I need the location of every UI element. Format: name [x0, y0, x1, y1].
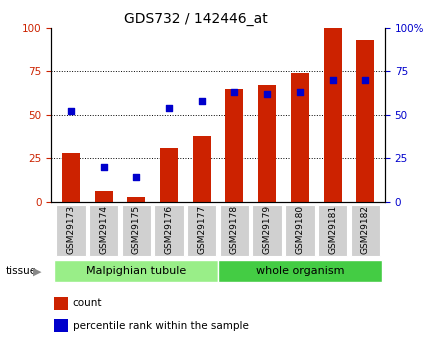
Bar: [89, 205, 118, 256]
Point: [100, 164, 107, 170]
Text: GSM29182: GSM29182: [361, 205, 370, 254]
Bar: [291, 73, 309, 202]
Bar: [356, 40, 374, 202]
Text: GSM29173: GSM29173: [66, 205, 75, 254]
Point: [231, 89, 238, 95]
Text: GSM29181: GSM29181: [328, 205, 337, 254]
Point: [133, 175, 140, 180]
Text: whole organism: whole organism: [255, 266, 344, 276]
Point: [166, 105, 173, 110]
Bar: [160, 148, 178, 202]
Text: GSM29179: GSM29179: [263, 205, 271, 254]
Text: ▶: ▶: [32, 266, 41, 276]
Bar: [94, 191, 113, 202]
Bar: [54, 297, 69, 310]
Bar: [324, 28, 342, 202]
Text: GSM29178: GSM29178: [230, 205, 239, 254]
Bar: [127, 197, 145, 202]
Bar: [318, 205, 347, 256]
Text: GSM29177: GSM29177: [197, 205, 206, 254]
Point: [362, 77, 369, 83]
Bar: [226, 89, 243, 202]
Text: GSM29176: GSM29176: [165, 205, 174, 254]
Bar: [121, 205, 151, 256]
Text: GSM29174: GSM29174: [99, 205, 108, 254]
Bar: [62, 153, 80, 202]
Bar: [218, 260, 382, 282]
Point: [263, 91, 271, 97]
Bar: [56, 205, 85, 256]
Text: Malpighian tubule: Malpighian tubule: [86, 266, 186, 276]
Text: tissue: tissue: [6, 266, 37, 276]
Bar: [258, 85, 276, 202]
Point: [329, 77, 336, 83]
Text: count: count: [73, 298, 102, 308]
Bar: [220, 205, 249, 256]
Text: GSM29175: GSM29175: [132, 205, 141, 254]
Text: percentile rank within the sample: percentile rank within the sample: [73, 321, 249, 331]
Bar: [252, 205, 282, 256]
Point: [67, 108, 74, 114]
Bar: [193, 136, 210, 202]
Text: GSM29180: GSM29180: [295, 205, 304, 254]
Bar: [187, 205, 216, 256]
Bar: [351, 205, 380, 256]
Bar: [154, 205, 184, 256]
Bar: [54, 319, 69, 332]
Bar: [54, 260, 218, 282]
Bar: [285, 205, 315, 256]
Point: [296, 89, 303, 95]
Text: GDS732 / 142446_at: GDS732 / 142446_at: [124, 12, 268, 26]
Point: [198, 98, 205, 104]
